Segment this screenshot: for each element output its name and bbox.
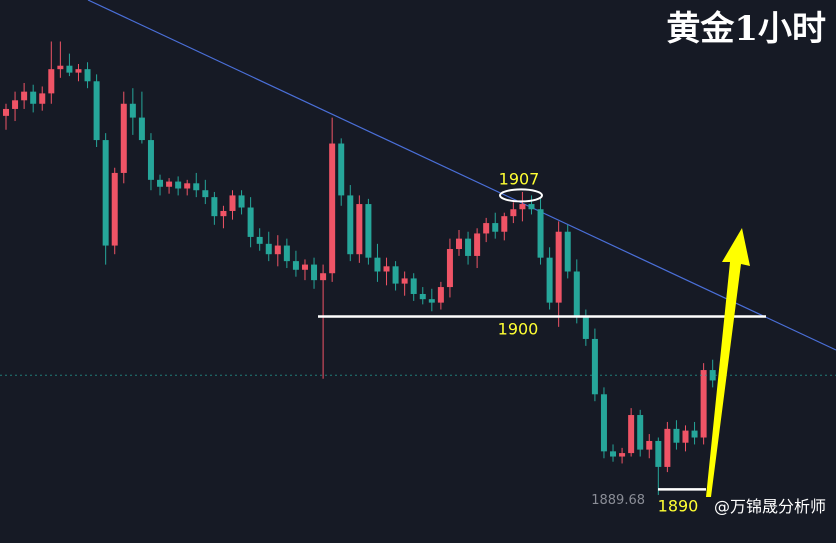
candle-body <box>437 287 444 303</box>
candle-body <box>691 430 698 438</box>
candle-body <box>48 69 55 94</box>
candle-body <box>102 140 109 246</box>
support-label: 1890 <box>658 496 699 515</box>
candle-body <box>57 65 64 70</box>
candle-body <box>193 183 200 191</box>
candle-body <box>84 69 91 82</box>
candle-body <box>184 183 191 189</box>
candle-body <box>537 209 544 258</box>
candle-body <box>446 249 453 288</box>
candle-body <box>483 223 490 234</box>
candle-body <box>555 231 562 303</box>
candle-body <box>138 117 145 141</box>
candle-body <box>93 81 100 141</box>
candle-body <box>111 172 118 246</box>
candle-body <box>673 428 680 443</box>
candle-body <box>202 190 209 198</box>
candle-body <box>329 143 336 274</box>
candle-body <box>546 257 553 303</box>
trend-line <box>87 0 836 351</box>
candle-body <box>374 257 381 272</box>
candle-body <box>320 273 327 281</box>
candle-body <box>211 197 218 217</box>
candle-body <box>356 204 363 255</box>
candle-body <box>166 181 173 187</box>
candle-body <box>700 370 707 438</box>
candle-body <box>501 216 508 232</box>
candle-body <box>238 195 245 208</box>
candle-body <box>664 428 671 467</box>
candle-body <box>75 69 82 73</box>
candle-body <box>646 440 653 450</box>
candle-body <box>30 91 37 104</box>
candle-body <box>383 266 390 272</box>
candle-body <box>456 238 462 250</box>
candle-body <box>311 264 318 281</box>
candles <box>3 41 725 495</box>
candle-body <box>283 245 290 262</box>
candle-body <box>492 223 499 232</box>
candle-body <box>709 370 716 381</box>
candle-body <box>265 243 272 255</box>
candle-body <box>410 278 417 294</box>
candle-body <box>338 143 345 196</box>
candle-body <box>600 394 607 452</box>
candle-body <box>229 195 236 211</box>
candle-body <box>628 415 635 454</box>
candle-body <box>519 204 526 210</box>
candle-body <box>619 453 626 457</box>
watermark: @万锦晟分析师 <box>714 497 826 516</box>
candle-body <box>175 181 182 189</box>
candle-body <box>655 440 662 467</box>
candle-body <box>157 179 164 187</box>
candle-body <box>220 210 227 217</box>
high-label: 1907 <box>499 169 540 188</box>
candle-body <box>66 65 73 73</box>
candle-body <box>256 236 263 244</box>
candle-body <box>582 316 589 339</box>
candle-body <box>682 430 689 443</box>
candle-body <box>247 207 254 237</box>
candle-body <box>465 238 472 256</box>
candle-body <box>428 299 435 303</box>
candle-body <box>528 204 535 210</box>
candle-body <box>120 103 127 173</box>
candle-body <box>401 278 408 284</box>
chart-title: 黄金1小时 <box>666 9 826 49</box>
candle-body <box>474 233 481 256</box>
candle-body <box>147 140 154 180</box>
candle-body <box>3 108 9 116</box>
overlay: 1907 1900 1890 1889.68 <box>0 169 836 515</box>
candle-body <box>39 93 46 104</box>
candle-body <box>347 195 354 255</box>
candle-body <box>21 91 28 101</box>
candle-body <box>301 264 308 270</box>
candle-body <box>392 266 399 284</box>
candle-body <box>365 204 372 258</box>
candle-body <box>419 293 426 300</box>
candle-body <box>573 271 580 317</box>
candle-body <box>610 451 617 457</box>
resistance-label: 1900 <box>498 319 539 338</box>
high-marker <box>499 188 543 203</box>
low-price-label: 1889.68 <box>591 493 645 508</box>
candle-body <box>564 231 571 272</box>
arrow <box>706 228 750 497</box>
candle-body <box>637 415 644 450</box>
candle-body <box>591 338 598 395</box>
candle-body <box>510 209 517 217</box>
candle-body <box>274 245 281 255</box>
candle-body <box>12 100 19 109</box>
candle-body <box>292 261 299 270</box>
candle-body <box>129 103 136 118</box>
